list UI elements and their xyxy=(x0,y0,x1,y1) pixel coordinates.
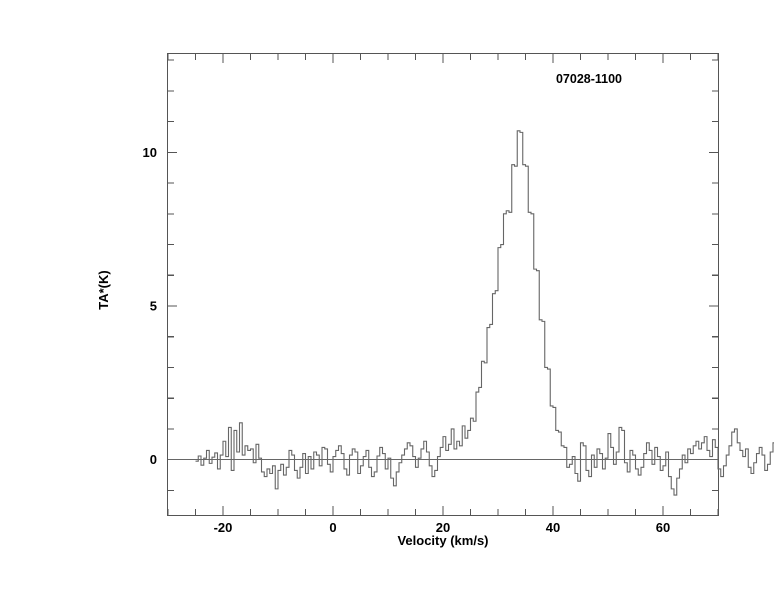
y-axis-ticks-left xyxy=(168,59,177,491)
x-tick-label: 60 xyxy=(656,520,670,535)
y-axis-ticks-right xyxy=(709,59,718,491)
x-tick-label: -20 xyxy=(214,520,233,535)
x-axis-ticks-bottom xyxy=(167,506,719,515)
x-axis-ticks-top xyxy=(167,54,719,63)
source-name-label: 07028-1100 xyxy=(556,72,622,86)
x-axis-tick-labels: -20 0 20 40 60 xyxy=(214,520,671,535)
y-tick-label: 10 xyxy=(143,145,157,160)
x-tick-label: 40 xyxy=(546,520,560,535)
x-axis-title: Velocity (km/s) xyxy=(397,533,488,548)
x-tick-label: 20 xyxy=(436,520,450,535)
y-tick-label: 5 xyxy=(150,299,157,314)
y-axis-tick-labels: 0 5 10 xyxy=(143,145,157,467)
y-axis-title: TA*(K) xyxy=(96,270,111,309)
y-tick-label: 0 xyxy=(150,452,157,467)
plot-frame xyxy=(166,52,720,517)
x-tick-label: 0 xyxy=(329,520,336,535)
spectrum-trace xyxy=(195,130,774,496)
